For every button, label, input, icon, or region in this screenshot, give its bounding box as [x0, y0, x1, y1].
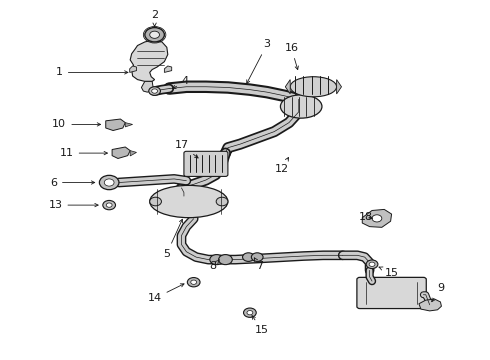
Circle shape [145, 28, 164, 42]
Text: 8: 8 [210, 260, 220, 271]
Circle shape [216, 197, 228, 206]
FancyBboxPatch shape [357, 277, 426, 309]
Polygon shape [285, 80, 290, 94]
Circle shape [247, 311, 253, 315]
Circle shape [366, 260, 378, 269]
Polygon shape [130, 66, 137, 72]
Ellipse shape [280, 95, 322, 118]
Text: 13: 13 [49, 200, 98, 210]
Polygon shape [125, 123, 133, 127]
Text: 18: 18 [359, 212, 373, 221]
Circle shape [219, 255, 232, 265]
Text: 9: 9 [432, 283, 444, 302]
Circle shape [191, 280, 196, 284]
Text: 10: 10 [52, 120, 100, 129]
Text: 7: 7 [254, 258, 263, 271]
Text: 17: 17 [174, 140, 198, 158]
Text: 2: 2 [151, 10, 158, 26]
Text: 6: 6 [50, 177, 95, 188]
Text: 15: 15 [379, 267, 398, 278]
Circle shape [372, 215, 382, 222]
Text: 4: 4 [172, 76, 189, 89]
Circle shape [103, 201, 116, 210]
Polygon shape [142, 81, 153, 92]
Polygon shape [130, 40, 168, 81]
Text: 12: 12 [274, 157, 289, 174]
Circle shape [243, 253, 254, 261]
Circle shape [99, 175, 119, 190]
Circle shape [251, 253, 263, 261]
Circle shape [150, 197, 161, 206]
Polygon shape [112, 147, 130, 158]
Circle shape [149, 87, 160, 95]
Circle shape [210, 255, 223, 265]
Circle shape [104, 179, 114, 186]
Text: 11: 11 [60, 148, 107, 158]
Text: 14: 14 [147, 284, 184, 303]
Circle shape [106, 203, 112, 207]
Polygon shape [337, 80, 342, 94]
Ellipse shape [150, 185, 228, 218]
Polygon shape [106, 119, 125, 131]
Circle shape [187, 278, 200, 287]
Polygon shape [419, 299, 441, 311]
Circle shape [244, 308, 256, 318]
FancyBboxPatch shape [184, 151, 228, 176]
Circle shape [150, 31, 159, 39]
Ellipse shape [290, 77, 337, 97]
Polygon shape [362, 210, 392, 227]
Text: 16: 16 [284, 43, 298, 69]
Circle shape [152, 89, 158, 93]
Polygon shape [164, 66, 171, 72]
Text: 15: 15 [252, 316, 269, 335]
Polygon shape [130, 150, 137, 156]
Circle shape [369, 262, 375, 266]
Text: 1: 1 [56, 67, 128, 77]
Text: 5: 5 [163, 219, 183, 258]
Text: 3: 3 [246, 40, 270, 84]
